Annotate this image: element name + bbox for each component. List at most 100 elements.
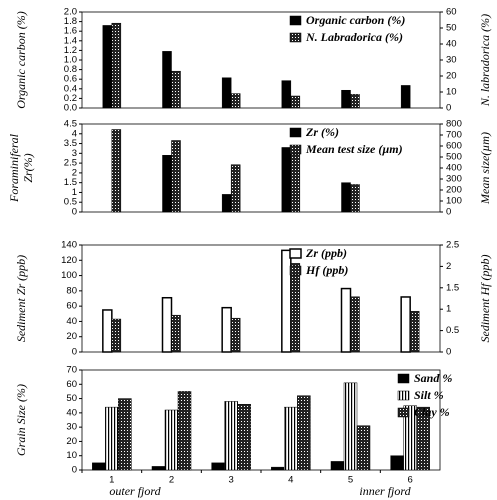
bar bbox=[171, 314, 181, 353]
bar bbox=[400, 296, 411, 353]
legend-swatch bbox=[289, 127, 302, 138]
bar bbox=[111, 22, 122, 109]
bar bbox=[171, 140, 181, 213]
legend-label: N. Labradorica (%) bbox=[305, 30, 403, 44]
annotation: inner fjord bbox=[359, 484, 411, 498]
plot-frame bbox=[81, 244, 441, 353]
y2-tick-label: 40 bbox=[446, 39, 457, 50]
y-tick-label: 2.5 bbox=[64, 158, 77, 169]
y-tick-label: 2 bbox=[72, 167, 77, 178]
bar bbox=[161, 296, 173, 353]
y-tick-label: 10 bbox=[66, 450, 77, 461]
y-tick-label: 3.5 bbox=[64, 138, 77, 149]
legend-swatch bbox=[289, 15, 302, 26]
y2-tick-label: 0 bbox=[446, 207, 451, 218]
bar bbox=[330, 461, 345, 471]
y2-axis-label: Sediment Hf (ppb) bbox=[478, 255, 492, 343]
bar bbox=[290, 263, 301, 353]
legend-label: Clay % bbox=[414, 405, 450, 419]
legend-label: Mean test size (µm) bbox=[305, 142, 403, 156]
bar bbox=[350, 184, 360, 213]
y-tick-label: 1.5 bbox=[64, 177, 77, 188]
y-tick-label: 4.5 bbox=[64, 119, 77, 130]
y-tick-label: 0 bbox=[72, 347, 77, 358]
annotation: outer fjord bbox=[109, 484, 161, 498]
bar bbox=[164, 409, 179, 471]
y-tick-label: 0.5 bbox=[64, 197, 77, 208]
y-tick-label: 50 bbox=[66, 393, 77, 404]
y-tick-label: 100 bbox=[61, 270, 77, 281]
bar bbox=[230, 164, 241, 213]
y2-tick-label: 10 bbox=[446, 87, 457, 98]
bar bbox=[171, 70, 181, 109]
y2-tick-label: 600 bbox=[446, 141, 462, 152]
y-tick-label: 0.4 bbox=[64, 83, 77, 94]
y2-tick-label: 30 bbox=[446, 55, 457, 66]
y-tick-label: 30 bbox=[66, 422, 77, 433]
y-tick-label: 4 bbox=[72, 128, 77, 139]
bar bbox=[281, 249, 292, 353]
y-tick-label: 20 bbox=[66, 331, 77, 342]
bar bbox=[290, 95, 301, 109]
y2-tick-label: 1.5 bbox=[446, 282, 459, 293]
y-tick-label: 1.0 bbox=[64, 55, 77, 66]
bar bbox=[105, 406, 119, 471]
bar bbox=[390, 455, 404, 471]
bar bbox=[230, 317, 241, 353]
y-tick-label: 120 bbox=[61, 255, 77, 266]
bar bbox=[341, 182, 351, 213]
y-tick-label: 0.0 bbox=[64, 103, 77, 114]
y2-tick-label: 1 bbox=[446, 304, 451, 315]
bar bbox=[118, 398, 132, 471]
bar bbox=[92, 462, 106, 471]
y-axis-label: Zr(%) bbox=[21, 153, 35, 182]
legend-label: Silt % bbox=[414, 388, 444, 402]
bar bbox=[237, 404, 251, 471]
bar bbox=[224, 401, 238, 471]
bar bbox=[221, 77, 232, 109]
legend-swatch bbox=[289, 32, 302, 43]
x-tick-label: 5 bbox=[348, 475, 353, 486]
x-tick-label: 6 bbox=[408, 475, 413, 486]
y-tick-label: 70 bbox=[66, 365, 77, 376]
bar bbox=[151, 466, 166, 471]
y2-tick-label: 2 bbox=[446, 261, 451, 272]
bar bbox=[416, 406, 430, 471]
bar bbox=[281, 80, 292, 109]
y2-tick-label: 400 bbox=[446, 163, 462, 174]
y2-tick-label: 500 bbox=[446, 152, 462, 163]
y-axis-label: Foraminiferal bbox=[7, 133, 21, 203]
y-tick-label: 80 bbox=[66, 285, 77, 296]
bar bbox=[271, 466, 285, 471]
y-tick-label: 1.4 bbox=[64, 35, 77, 46]
y2-tick-label: 60 bbox=[446, 7, 457, 18]
bar bbox=[111, 129, 122, 213]
legend-swatch bbox=[289, 265, 302, 276]
bar bbox=[211, 462, 225, 471]
bar bbox=[177, 391, 192, 471]
x-tick-label: 2 bbox=[169, 475, 174, 486]
y-tick-label: 20 bbox=[66, 436, 77, 447]
bar bbox=[102, 309, 113, 353]
y-tick-label: 1.6 bbox=[64, 26, 77, 37]
y-axis-label: Sediment Zr (ppb) bbox=[14, 255, 28, 342]
y-tick-label: 40 bbox=[66, 316, 77, 327]
bar bbox=[281, 147, 292, 213]
y-tick-label: 60 bbox=[66, 301, 77, 312]
y-tick-label: 1.2 bbox=[64, 45, 77, 56]
y2-tick-label: 200 bbox=[446, 185, 462, 196]
y2-tick-label: 0.5 bbox=[446, 325, 459, 336]
y-axis-label: Organic carbon (%) bbox=[14, 11, 28, 109]
plot-frame bbox=[81, 123, 441, 213]
y2-tick-label: 0 bbox=[446, 347, 451, 358]
bar bbox=[230, 93, 241, 109]
y-tick-label: 0.8 bbox=[64, 64, 77, 75]
legend-swatch bbox=[397, 407, 410, 418]
bar bbox=[350, 296, 360, 353]
y2-tick-label: 20 bbox=[446, 71, 457, 82]
plot-frame bbox=[81, 369, 441, 471]
x-tick-label: 4 bbox=[288, 475, 293, 486]
legend-swatch bbox=[397, 373, 410, 384]
y2-tick-label: 800 bbox=[446, 119, 462, 130]
bar bbox=[162, 155, 172, 213]
